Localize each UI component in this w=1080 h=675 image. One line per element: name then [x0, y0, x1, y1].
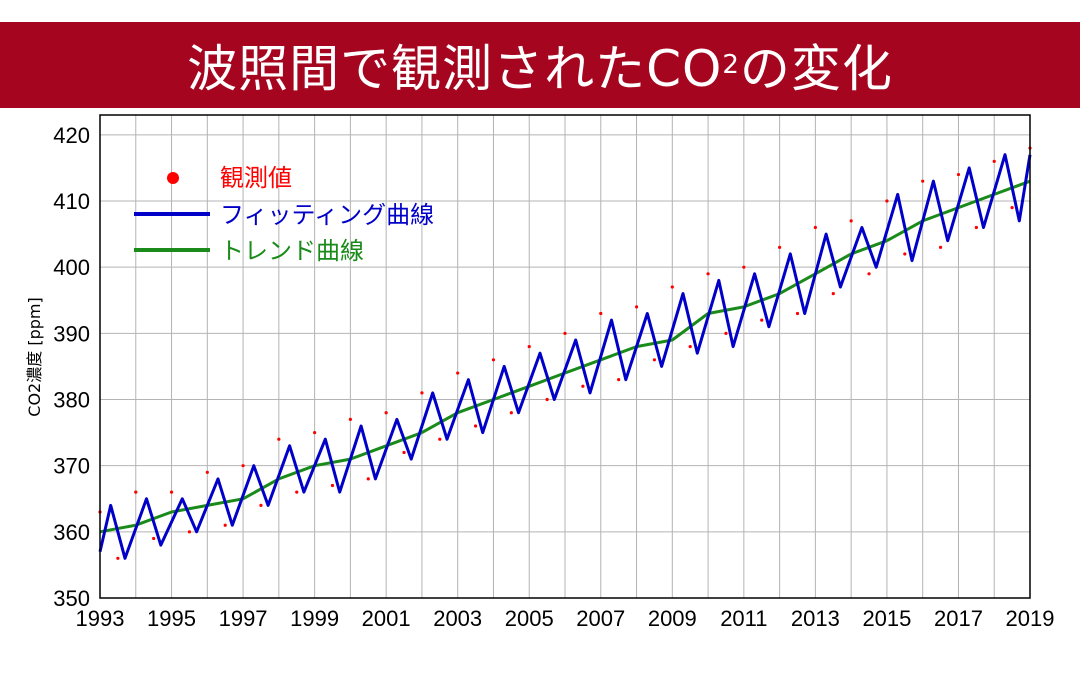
observed-point	[795, 311, 800, 316]
observed-point	[545, 397, 549, 402]
axis-ticks: 1993 1995 1997 1999 2001 2003 2005 2007 2009 2011…	[53, 123, 1054, 631]
observed-point	[867, 272, 871, 276]
observed-point	[760, 318, 764, 322]
observed-point	[974, 225, 978, 230]
observed-point	[241, 464, 245, 468]
observed-point	[384, 411, 388, 415]
observed-point	[420, 391, 424, 395]
observed-point	[295, 490, 299, 494]
observed-point	[366, 477, 370, 481]
legend: 観測値 フィッティング曲線 トレンド曲線	[134, 164, 434, 265]
observed-point	[688, 344, 692, 349]
observed-point	[313, 430, 317, 435]
observed-point	[134, 490, 138, 494]
observed-point	[277, 437, 281, 441]
x-tick-label: 1997	[219, 606, 268, 631]
plot-frame	[99, 114, 1031, 599]
observed-point	[491, 358, 496, 362]
title-banner: 波照間で観測されたCO 2 の変化	[0, 22, 1080, 108]
x-tick-label: 1993	[76, 606, 125, 631]
x-tick-label: 2017	[934, 606, 983, 631]
observed-point	[849, 219, 853, 223]
observed-point	[152, 536, 156, 541]
observed-point	[992, 159, 996, 163]
observed-point	[938, 245, 943, 249]
y-tick-label: 350	[53, 586, 90, 611]
observed-point	[581, 384, 585, 388]
observed-point	[885, 199, 889, 203]
observed-point	[634, 305, 639, 309]
y-tick-label: 370	[53, 454, 90, 479]
observed-point	[903, 252, 907, 256]
observed-point	[223, 523, 227, 527]
x-tick-label: 1995	[147, 606, 196, 631]
observed-point	[921, 179, 925, 183]
y-tick-label: 400	[53, 255, 90, 280]
observed-point	[259, 503, 263, 507]
observed-point	[813, 225, 817, 230]
observed-point	[742, 265, 746, 269]
x-tick-label: 2003	[433, 606, 482, 631]
title-main: 波照間で観測されたCO	[187, 40, 723, 98]
legend-label-observed: 観測値	[220, 164, 292, 192]
y-tick-label: 360	[53, 520, 90, 545]
y-tick-label: 410	[53, 189, 90, 214]
observed-point	[169, 490, 174, 494]
observed-point	[724, 331, 728, 335]
observed-point	[617, 378, 621, 382]
observed-point	[599, 311, 603, 316]
observed-point	[116, 556, 120, 560]
title-end: の変化	[739, 40, 893, 98]
x-tick-label: 2013	[791, 606, 840, 631]
y-tick-label: 420	[53, 123, 90, 148]
observed-point	[438, 437, 442, 441]
observed-point	[473, 424, 478, 428]
x-tick-label: 2019	[1006, 606, 1055, 631]
observed-point	[778, 245, 782, 249]
observed-point	[330, 483, 335, 488]
observed-point	[563, 331, 567, 335]
observed-point	[205, 470, 209, 474]
title-subscript: 2	[722, 50, 740, 80]
observed-point	[831, 292, 835, 296]
legend-label-trend: トレンド曲線	[220, 237, 364, 265]
y-axis-label: CO2濃度 [ppm]	[25, 297, 44, 416]
observed-point	[670, 285, 674, 289]
observed-point	[348, 417, 352, 421]
x-tick-label: 2001	[362, 606, 411, 631]
observed-point	[456, 371, 460, 375]
observed-point	[402, 450, 406, 455]
fitting-curve-line	[98, 153, 1032, 560]
observed-point	[509, 411, 513, 415]
legend-label-fitting: フィッティング曲線	[220, 201, 434, 229]
observed-point	[956, 172, 961, 177]
x-tick-label: 2009	[648, 606, 697, 631]
observed-point	[706, 272, 710, 276]
x-tick-label: 2007	[576, 606, 625, 631]
observed-point	[652, 358, 657, 362]
x-tick-label: 2011	[720, 606, 767, 631]
legend-marker-observed	[167, 172, 179, 184]
observed-point	[187, 530, 192, 534]
x-tick-label: 1999	[290, 606, 339, 631]
observed-point	[1010, 206, 1014, 210]
y-tick-label: 390	[53, 321, 90, 346]
y-tick-label: 380	[53, 388, 90, 413]
series-layer	[98, 146, 1032, 560]
x-tick-label: 2015	[862, 606, 911, 631]
x-tick-label: 2005	[505, 606, 554, 631]
observed-point	[527, 344, 531, 349]
